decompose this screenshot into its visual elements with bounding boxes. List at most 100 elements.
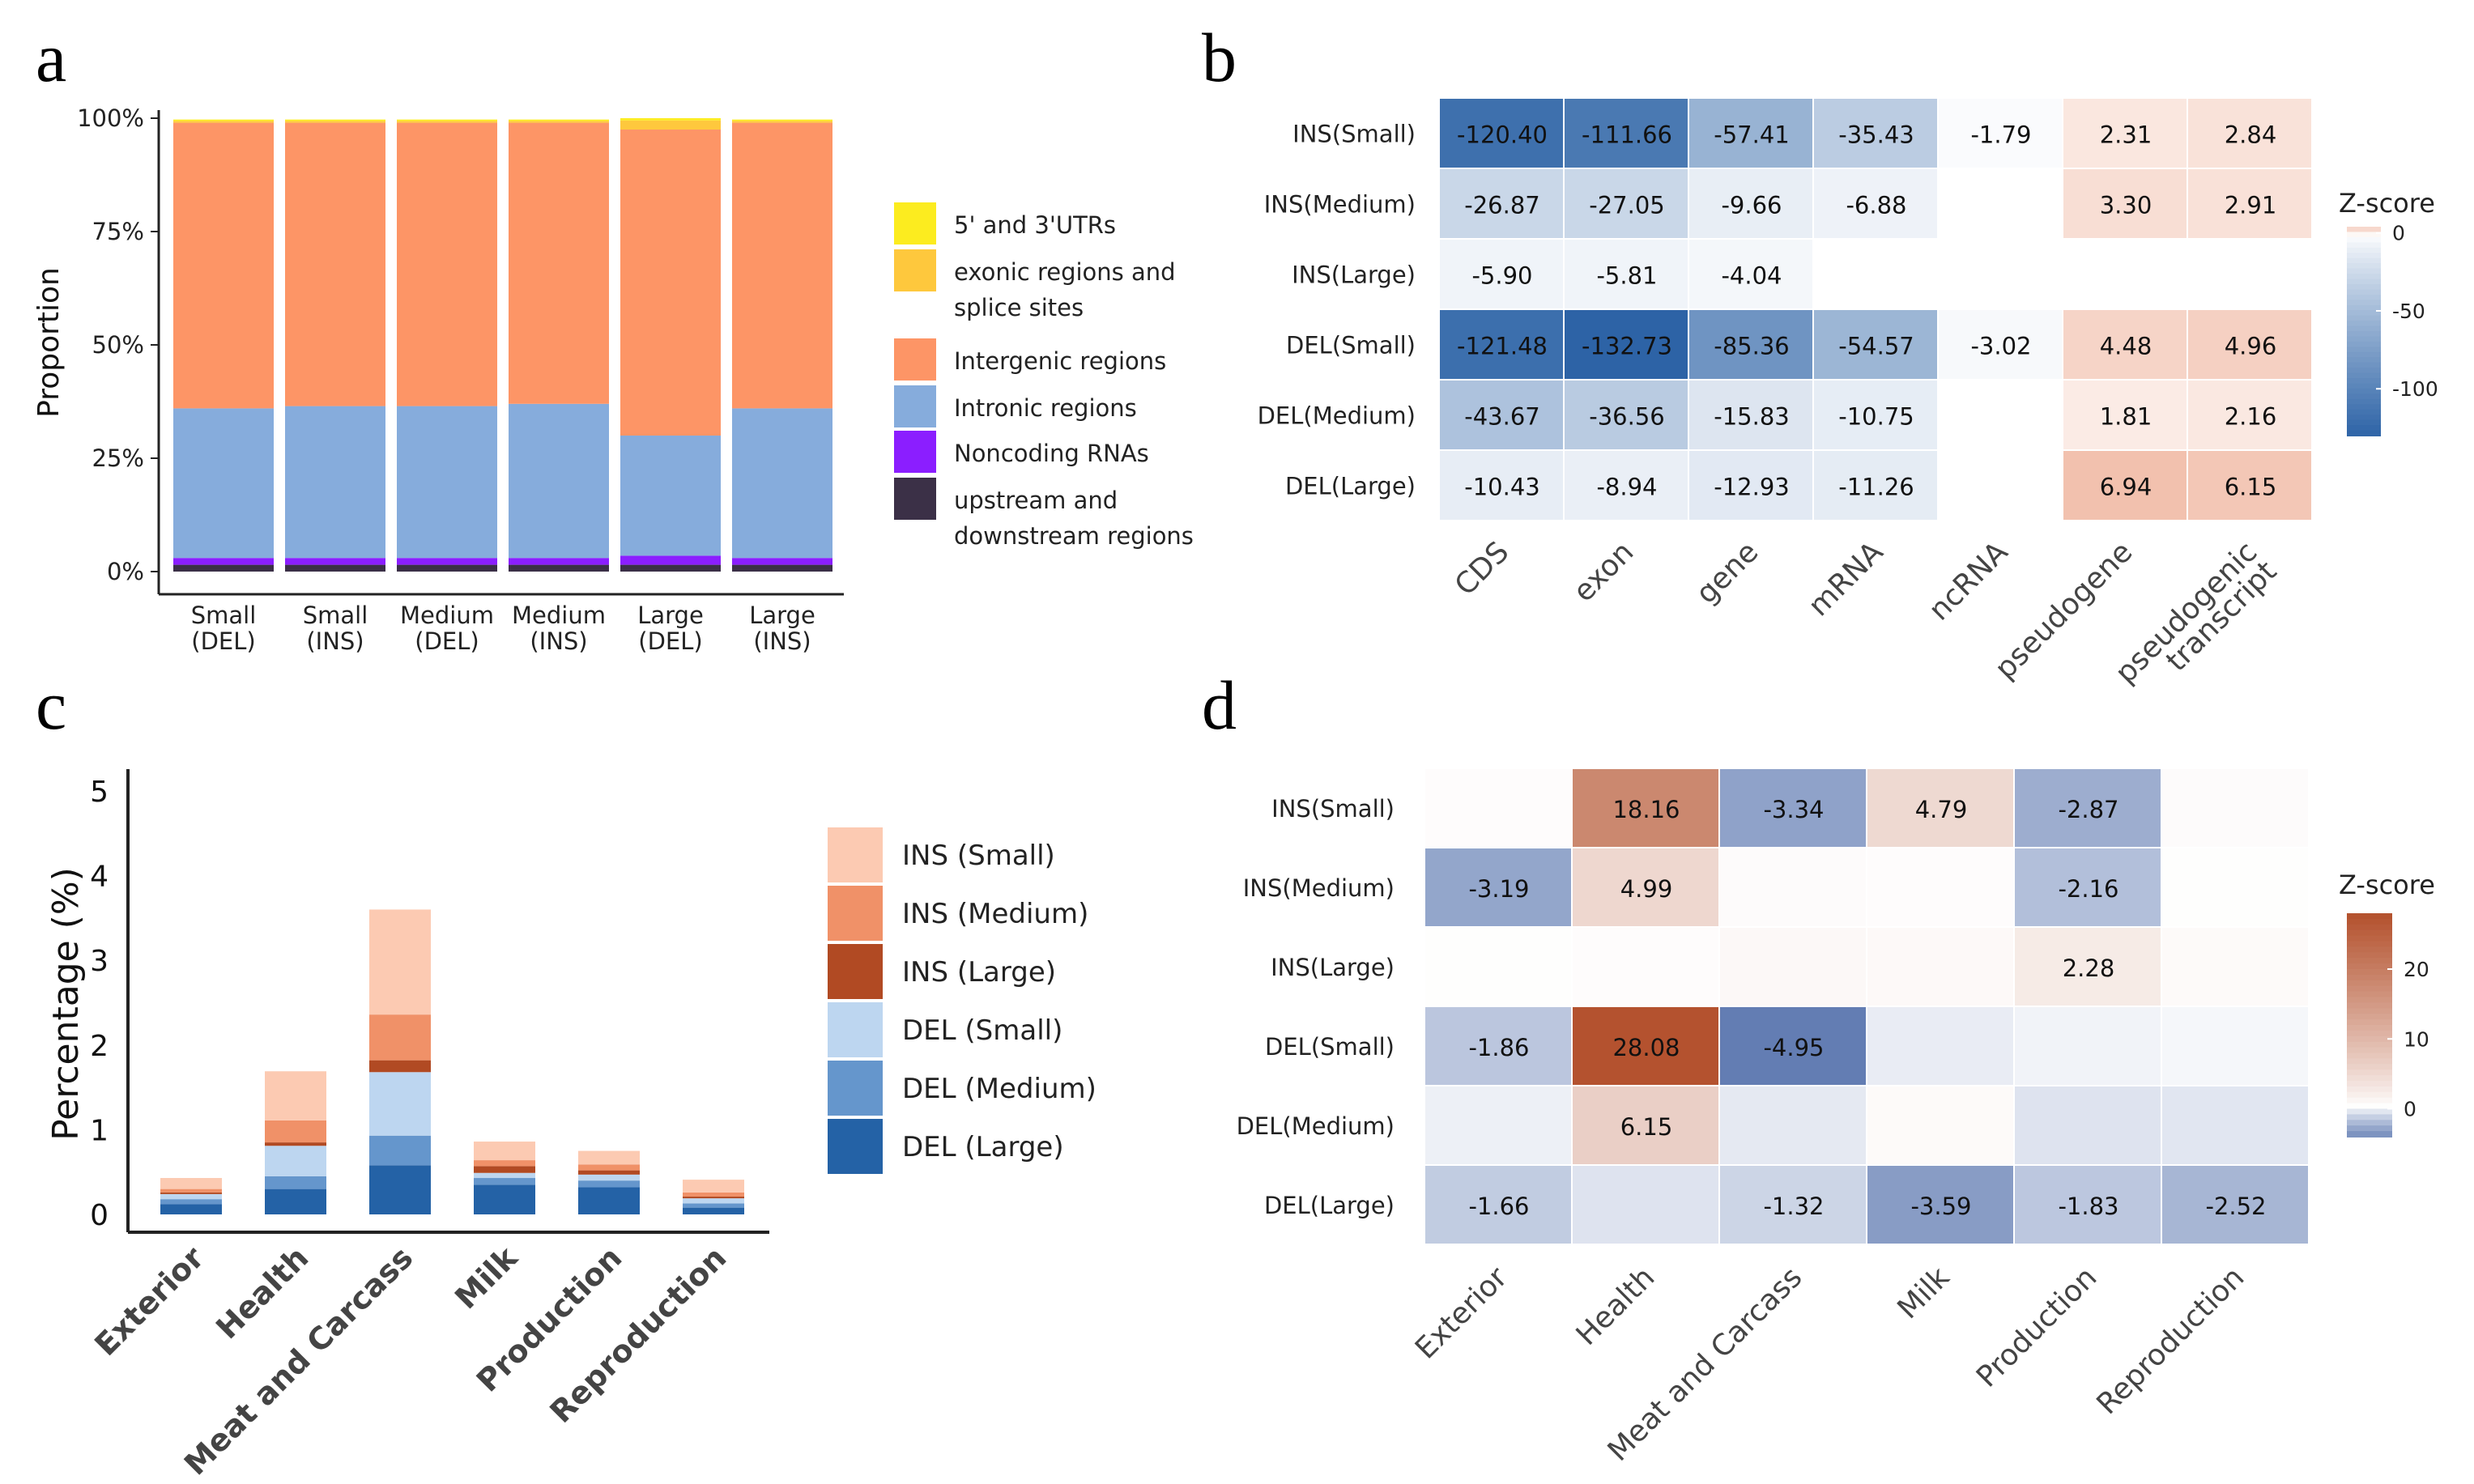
panel-c-x-tick-label: Reproduction (543, 1240, 733, 1430)
heatmap-cell-value: -10.43 (1464, 474, 1540, 501)
heatmap-cell-value: 4.79 (1915, 796, 1968, 823)
colorbar-segment (2347, 1035, 2392, 1043)
colorbar-segment (2347, 253, 2381, 259)
heatmap-cell (1867, 769, 2013, 847)
colorbar-segment (2347, 958, 2392, 965)
heatmap-cell-value: -26.87 (1464, 192, 1540, 219)
colorbar-segment (2347, 913, 2392, 920)
heatmap-cell-value: -3.59 (1910, 1193, 1971, 1220)
colorbar-segment (2347, 351, 2381, 359)
colorbar-segment (2347, 236, 2381, 244)
colorbar-segment (2347, 362, 2381, 369)
panel-c-legend-label: DEL (Small) (902, 1014, 1062, 1047)
colorbar-tick-label: -50 (2392, 300, 2425, 323)
panel-c-bar-segment (160, 1178, 222, 1189)
panel-label-c: c (36, 666, 66, 744)
panel-a-bar-segment (620, 120, 721, 130)
heatmap-cell (1565, 240, 1688, 308)
heatmap-cell-value: -15.83 (1714, 403, 1790, 431)
heatmap-cell-value: -3.19 (1468, 875, 1529, 903)
heatmap-cell-value: -11.26 (1838, 474, 1914, 501)
panel-a-bar-segment (397, 406, 497, 559)
panel-c-legend-label: INS (Large) (902, 956, 1056, 989)
panel-a-x-tick-label: (INS) (530, 627, 587, 655)
panel-c-bar-segment (474, 1142, 535, 1161)
heatmap-cell-value: -3.34 (1763, 796, 1824, 823)
colorbar-segment (2347, 268, 2381, 275)
heatmap-cell (1867, 1166, 2013, 1244)
heatmap-cell-value: -85.36 (1714, 333, 1790, 360)
heatmap-cell (2188, 169, 2311, 238)
heatmap-cell (2188, 451, 2311, 520)
heatmap-cell-value: 3.30 (2100, 192, 2153, 219)
panel-a-bar-segment (397, 119, 497, 121)
panel-a-bar-segment (620, 130, 721, 436)
panel-c-bar-segment (683, 1180, 744, 1193)
panel-c-bar-segment (578, 1187, 640, 1214)
panel-a-bar-segment (173, 121, 274, 123)
heatmap-column-label: Exterior (1409, 1261, 1514, 1366)
colorbar-segment (2347, 409, 2381, 416)
panel-a-bar-segment (397, 121, 497, 123)
panel-c-bar-segment (369, 909, 431, 1015)
panel-a-legend-label: exonic regions and (954, 258, 1176, 286)
panel-a-x-tick-label: Medium (400, 602, 494, 629)
panel-c-bar-segment (369, 1060, 431, 1073)
colorbar-segment (2347, 991, 2392, 998)
panel-a-bar-segment (173, 408, 274, 559)
heatmap-cell (1440, 381, 1563, 449)
heatmap-cell (2188, 240, 2311, 308)
colorbar-segment (2347, 1125, 2392, 1133)
heatmap-cell (1425, 1166, 1571, 1244)
heatmap-cell (2162, 769, 2308, 847)
heatmap-cell (1573, 848, 1718, 926)
colorbar-segment (2347, 341, 2381, 348)
heatmap-cell (1440, 240, 1563, 308)
panel-c-bar-segment (578, 1174, 640, 1181)
panel-a-legend-swatch (894, 202, 936, 244)
heatmap-cell (1440, 99, 1563, 168)
heatmap-row-label: DEL(Small) (1265, 1033, 1395, 1061)
panel-c-bar-segment (683, 1192, 744, 1197)
panel-a-y-tick-label: 0% (107, 558, 144, 585)
heatmap-cell-value: -27.05 (1589, 192, 1665, 219)
panel-c-bar-segment (160, 1188, 222, 1193)
panel-a-bar-segment (285, 558, 385, 565)
panel-c-legend-swatch (828, 886, 883, 941)
panel-c-bar-segment (683, 1198, 744, 1204)
colorbar-tick-label: 0 (2404, 1098, 2417, 1121)
panel-a-legend-label: Noncoding RNAs (954, 440, 1149, 467)
heatmap-row-label: DEL(Small) (1286, 332, 1416, 359)
panel-c-bar-segment (265, 1071, 326, 1120)
heatmap-cell (2188, 99, 2311, 168)
colorbar-segment (2347, 1064, 2392, 1071)
panel-c-bar-segment (265, 1142, 326, 1146)
heatmap-column-label-line: mRNA (1802, 535, 1889, 623)
panel-a-bar-segment (732, 122, 832, 409)
panel-a-legend-label: Intergenic regions (954, 347, 1166, 375)
colorbar-segment (2347, 415, 2381, 421)
heatmap-cell (1939, 310, 2062, 379)
heatmap-cell-value: -57.41 (1714, 121, 1790, 149)
heatmap-column-label: exon (1567, 535, 1640, 608)
heatmap-cell (1573, 928, 1718, 1006)
heatmap-cell (1720, 1086, 1866, 1164)
heatmap-cell (1689, 310, 1812, 379)
panel-c-bar-segment (160, 1199, 222, 1205)
heatmap-cell (1814, 169, 1937, 238)
heatmap-cell-value: -1.79 (1970, 121, 2031, 149)
heatmap-column-label: mRNA (1802, 535, 1889, 623)
panel-a-x-tick-label: Large (749, 602, 815, 629)
colorbar-segment (2347, 1019, 2392, 1026)
heatmap-cell-value: 2.31 (2100, 121, 2153, 149)
heatmap-cell (1440, 451, 1563, 520)
panel-c-bar-segment (474, 1160, 535, 1167)
heatmap-cell-value: 18.16 (1612, 796, 1680, 823)
panel-a-bar-segment (285, 122, 385, 406)
panel-a-bar-segment (173, 564, 274, 572)
colorbar-segment (2347, 1058, 2392, 1065)
colorbar-segment (2347, 393, 2381, 400)
panel-a-y-tick-label: 50% (92, 331, 144, 359)
colorbar-tick-label: 20 (2404, 958, 2429, 981)
